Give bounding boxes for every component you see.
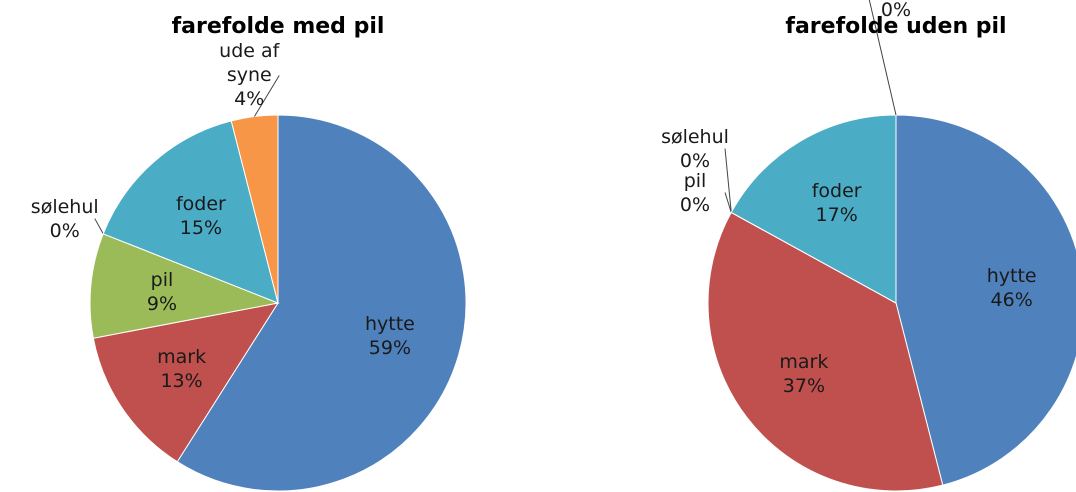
slice-percent: 9% xyxy=(146,293,178,316)
slice-category: foder xyxy=(811,179,862,202)
pie-slice xyxy=(176,114,467,492)
chart-title: farefolde uden pil xyxy=(785,14,1007,39)
slice-label: mark 13% xyxy=(142,345,222,393)
slice-label: ude af syne 4% xyxy=(209,39,289,111)
slice-label: foder 17% xyxy=(797,179,877,227)
slice-percent: 46% xyxy=(990,289,1033,312)
slice-category: pil xyxy=(683,169,707,192)
chart-title: farefolde med pil xyxy=(171,14,385,39)
pie-slice xyxy=(895,114,1076,486)
pie-slice xyxy=(707,211,944,492)
slice-category: sølehul xyxy=(30,195,99,218)
leader-line xyxy=(868,0,897,116)
slice-category: ude af syne xyxy=(219,40,280,87)
pie-slice xyxy=(102,120,279,304)
pie-slice xyxy=(92,302,280,463)
slice-category: mark xyxy=(779,351,829,374)
slice-label: hytte 46% xyxy=(972,264,1052,312)
slice-category: mark xyxy=(157,345,207,368)
slice-percent: 13% xyxy=(160,369,203,392)
leader-line xyxy=(724,148,732,213)
leader-line xyxy=(94,218,104,235)
slice-percent: 0% xyxy=(880,0,912,21)
slice-label: pil 9% xyxy=(122,268,202,316)
slice-percent: 37% xyxy=(782,375,825,398)
slice-category: foder xyxy=(175,192,226,215)
slice-label: hytte 59% xyxy=(350,312,430,360)
pie-slice xyxy=(730,114,897,304)
pie-slice xyxy=(230,114,279,304)
slice-label: pil 0% xyxy=(655,169,735,217)
slice-category: hytte xyxy=(986,265,1037,288)
slice-percent: 15% xyxy=(179,216,223,239)
slice-label: foder 15% xyxy=(161,192,241,240)
leader-line xyxy=(254,75,280,117)
slice-label: mark 37% xyxy=(764,350,844,398)
slice-percent: 0% xyxy=(679,149,711,172)
slice-label: sølehul 0% xyxy=(25,195,105,243)
slice-percent: 4% xyxy=(234,88,265,111)
slice-percent: 17% xyxy=(815,203,858,226)
slice-category: sølehul xyxy=(661,125,729,148)
slice-category: pil xyxy=(150,269,174,292)
slice-percent: 0% xyxy=(679,193,711,216)
leader-line xyxy=(724,192,732,213)
slice-category: hytte xyxy=(364,312,415,335)
slice-percent: 59% xyxy=(368,336,412,359)
slice-percent: 0% xyxy=(49,219,80,242)
slice-label: sølehul 0% xyxy=(655,125,735,173)
slice-label: ude af syne0% xyxy=(856,0,936,22)
pie-slice xyxy=(89,233,280,339)
